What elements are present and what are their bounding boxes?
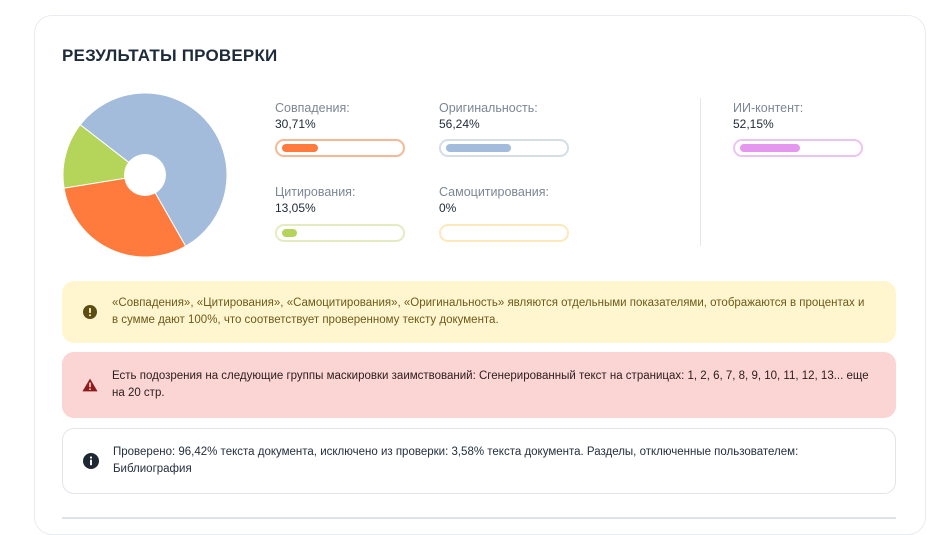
matches-bar (275, 139, 405, 157)
metric-ai-content-label: ИИ-контент: (733, 101, 804, 115)
ai-content-bar-fill (740, 144, 801, 152)
metric-originality-label: Оригинальность: (439, 101, 538, 115)
metric-citations: Цитирования: 13,05% (275, 185, 355, 216)
metric-citations-value: 13,05% (275, 201, 316, 215)
metric-ai-content: ИИ-контент: 52,15% (733, 101, 803, 132)
self-citations-bar (439, 224, 569, 242)
page-title: РЕЗУЛЬТАТЫ ПРОВЕРКИ (62, 46, 278, 65)
warning-triangle-icon (82, 377, 98, 393)
metric-matches: Совпадения: 30,71% (275, 101, 350, 132)
info-alert-text: Проверено: 96,42% текста документа, искл… (113, 446, 799, 475)
results-pie-chart (62, 92, 228, 258)
pie-hole (124, 154, 166, 196)
note-alert-text: «Совпадения», «Цитирования», «Самоцитиро… (112, 297, 865, 326)
metric-citations-label: Цитирования: (275, 185, 356, 199)
metric-originality-value: 56,24% (439, 117, 480, 131)
metric-ai-content-value: 52,15% (733, 117, 774, 131)
matches-bar-fill (282, 144, 318, 152)
originality-bar-fill (446, 144, 512, 152)
note-alert: «Совпадения», «Цитирования», «Самоцитиро… (62, 281, 896, 343)
metric-self-citations: Самоцитирования: 0% (439, 185, 549, 216)
warning-alert: Есть подозрения на следующие группы маск… (62, 352, 896, 418)
citations-bar-fill (282, 229, 298, 237)
metric-matches-value: 30,71% (275, 117, 316, 131)
info-alert: Проверено: 96,42% текста документа, искл… (62, 428, 896, 494)
pie-slice-matches (63, 174, 187, 258)
warning-alert-text: Есть подозрения на следующие группы маск… (112, 370, 869, 399)
metrics-divider (700, 98, 701, 246)
metric-matches-label: Совпадения: (275, 101, 350, 115)
metric-self-citations-label: Самоцитирования: (439, 185, 549, 199)
exclamation-circle-icon (82, 305, 98, 319)
ai-content-bar (733, 139, 863, 157)
originality-bar (439, 139, 569, 157)
info-circle-icon (83, 453, 99, 469)
metric-self-citations-value: 0% (439, 201, 457, 215)
citations-bar (275, 224, 405, 242)
metric-originality: Оригинальность: 56,24% (439, 101, 538, 132)
section-divider (62, 517, 896, 519)
